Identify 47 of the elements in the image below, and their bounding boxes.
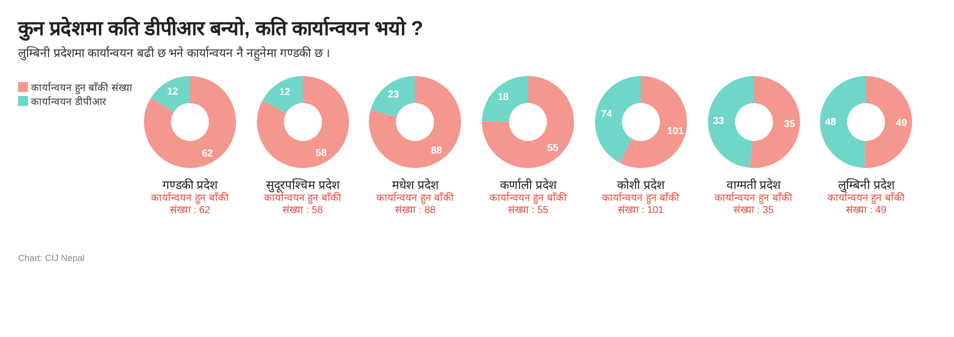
text: कार्यान्वयन हुन बाँकी संख्या : 88 xyxy=(376,193,456,217)
text: कार्यान्वयन हुन बाँकी संख्या : 62 xyxy=(150,193,230,217)
data-label: 12 xyxy=(278,87,290,98)
donut-slice xyxy=(749,76,800,168)
text: मधेश प्रदेश xyxy=(391,177,440,192)
donut-slice xyxy=(262,76,303,113)
legend-label: कार्यान्वयन हुन बाँकी संख्या xyxy=(31,81,132,94)
text: गण्डकी प्रदेश xyxy=(161,177,219,192)
text: कुन प्रदेशमा कति डीपीआर बन्यो, कति कार्यान्वयन भयो ? xyxy=(18,16,424,41)
data-label: 49 xyxy=(896,118,908,130)
data-label: 48 xyxy=(825,116,837,128)
donut-slice xyxy=(150,76,190,112)
text: कर्णाली प्रदेश xyxy=(498,177,558,192)
donut-slice xyxy=(482,76,574,168)
donut-slice xyxy=(371,76,416,117)
text: कार्यान्वयन हुन बाँकी संख्या : 35 xyxy=(714,193,794,217)
data-label: 35 xyxy=(783,119,795,130)
donut-slice xyxy=(369,76,462,168)
donut-slice xyxy=(482,76,528,122)
text: लुम्बिनी प्रदेशमा कार्यान्वयन बढी छ भने कार्यान्वयन नै नहुनेमा गण्डकी छ । xyxy=(18,45,331,61)
donut-slice xyxy=(864,76,912,168)
donut-slice xyxy=(144,76,236,168)
text: वाग्मती प्रदेश xyxy=(725,177,782,192)
donut-slice xyxy=(594,76,641,163)
data-label: 62 xyxy=(202,148,214,160)
data-label: 18 xyxy=(498,92,510,104)
data-label: 74 xyxy=(600,108,612,120)
text: लुम्बिनी प्रदेश xyxy=(838,177,895,192)
text: कोशी प्रदेश xyxy=(616,177,666,192)
data-label: 33 xyxy=(712,116,724,127)
data-label: 101 xyxy=(666,126,684,138)
donut-slice xyxy=(820,76,866,168)
text: कार्यान्वयन हुन बाँकी संख्या : 55 xyxy=(488,193,568,217)
data-label: 12 xyxy=(167,86,179,98)
text: सुदूरपश्चिम प्रदेश xyxy=(266,177,340,192)
legend-label: कार्यान्वयन डीपीआर xyxy=(31,95,106,108)
data-label: 23 xyxy=(388,89,400,100)
donut-slice xyxy=(708,76,754,168)
data-label: 58 xyxy=(315,148,327,159)
data-label: 88 xyxy=(431,146,443,157)
text: कार्यान्वयन हुन बाँकी संख्या : 49 xyxy=(826,193,906,217)
data-label: 55 xyxy=(547,142,559,154)
text: कार्यान्वयन हुन बाँकी संख्या : 58 xyxy=(262,193,342,217)
donut-slice xyxy=(256,76,349,168)
text: कार्यान्वयन हुन बाँकी संख्या : 101 xyxy=(601,193,681,217)
donut-slice xyxy=(619,76,687,168)
text: Chart: CIJ Nepal xyxy=(18,253,85,263)
